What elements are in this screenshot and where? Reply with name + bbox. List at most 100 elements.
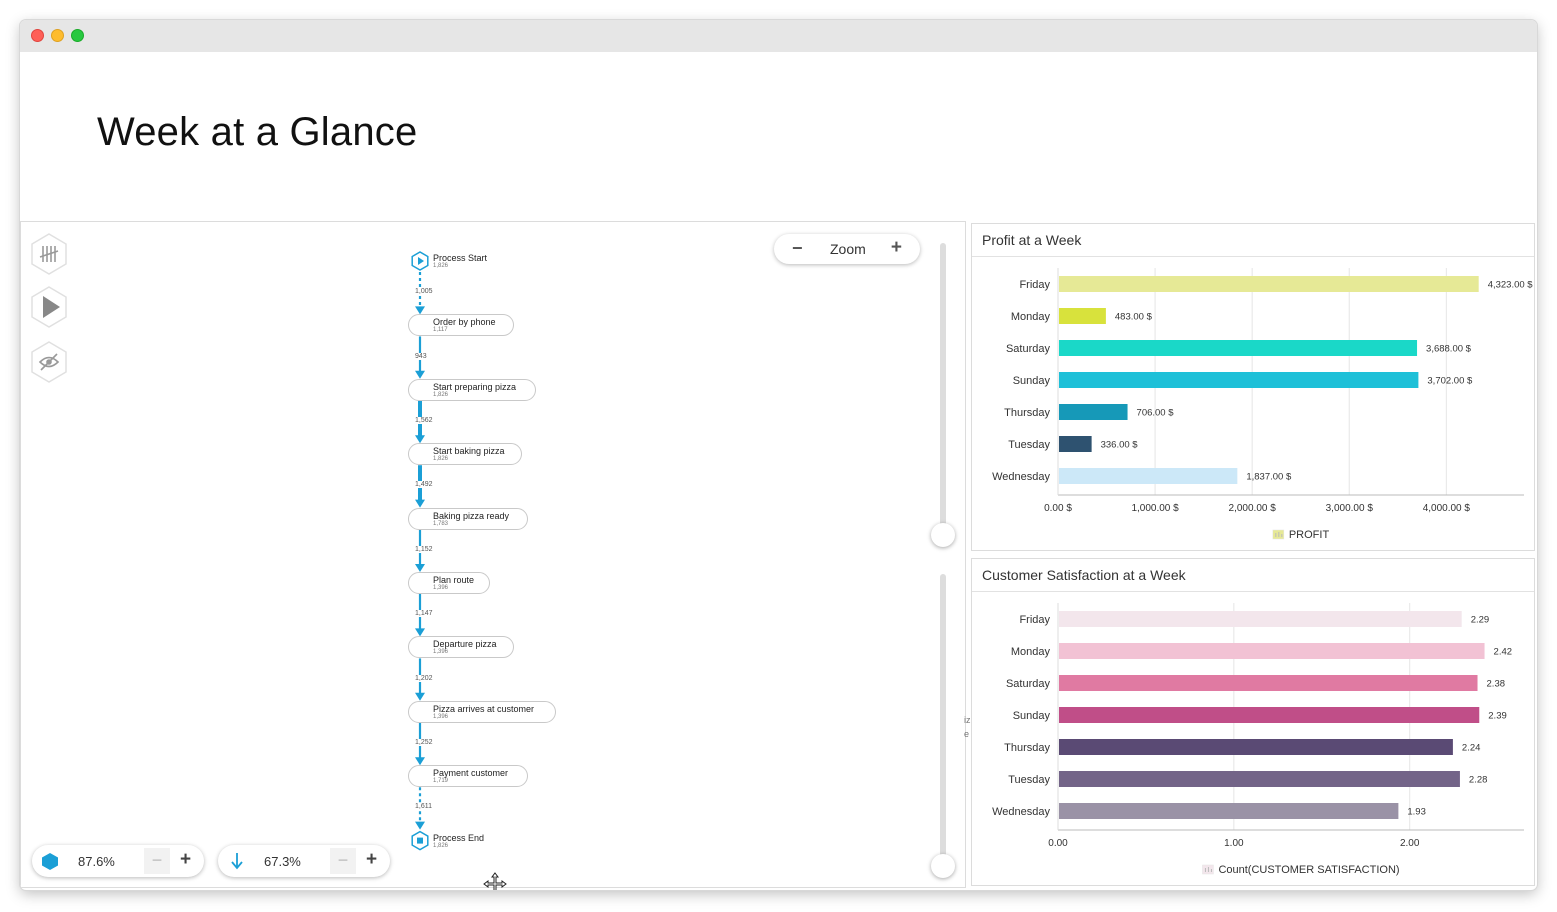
- x-tick-label: 1,000.00 $: [1131, 503, 1179, 514]
- legend-chart-icon: [1202, 864, 1214, 875]
- satisfaction-chart-panel: Customer Satisfaction at a Week 0.00 1.00…: [971, 558, 1535, 886]
- bar: [1059, 675, 1478, 691]
- profit-chart-panel: Profit at a Week 0.00 $ 1,000.00 $ 2,000.0…: [971, 223, 1535, 551]
- minimize-window-button[interactable]: [51, 29, 64, 42]
- process-node-count: 1,719: [433, 778, 449, 785]
- x-tick-label: 0.00 $: [1044, 503, 1072, 514]
- process-node[interactable]: [408, 378, 536, 401]
- process-edge-arrow: [415, 564, 425, 572]
- activities-percentage-control: 87.6% − +: [32, 845, 204, 877]
- category-label: Saturday: [1006, 678, 1051, 690]
- zoom-control: − Zoom +: [774, 234, 920, 264]
- process-edge-arrow: [415, 370, 425, 379]
- zoom-in-button[interactable]: +: [890, 237, 902, 258]
- process-node[interactable]: [408, 636, 514, 659]
- bar: [1059, 739, 1453, 755]
- paths-percentage-control: 67.3% − +: [218, 845, 390, 877]
- satisfaction-bar-chart: 0.00 1.00 2.00 Friday 2.29 Monday 2.42 Saturday…: [992, 603, 1524, 876]
- activities-percentage-value: 87.6%: [78, 854, 115, 869]
- x-tick-label: 2.00: [1400, 838, 1420, 849]
- category-label: Friday: [1019, 279, 1050, 291]
- process-node[interactable]: [408, 765, 528, 788]
- data-label: 2.39: [1488, 711, 1507, 722]
- profit-bar-chart: 0.00 $ 1,000.00 $ 2,000.00 $ 3,000.00 $ 4,00…: [992, 268, 1534, 541]
- process-edge-arrow: [415, 628, 425, 637]
- eye-slash-icon[interactable]: [29, 340, 69, 384]
- tally-icon[interactable]: [29, 232, 69, 276]
- category-label: Sunday: [1013, 375, 1051, 387]
- bar: [1059, 611, 1462, 627]
- legend-chart-icon: [1272, 529, 1285, 540]
- data-label: 2.38: [1487, 679, 1506, 690]
- process-node-label: Process Start: [433, 253, 488, 263]
- process-node[interactable]: [408, 507, 528, 530]
- category-label: Tuesday: [1008, 774, 1050, 786]
- profit-chart-title: Profit at a Week: [972, 224, 1534, 257]
- process-node-label: Pizza arrives at customer: [433, 703, 535, 714]
- process-node-count: 1,826: [433, 391, 449, 398]
- arrow-down-icon: [231, 853, 243, 870]
- process-node-label: Start baking pizza: [433, 446, 505, 457]
- category-label: Wednesday: [992, 471, 1050, 483]
- category-label: Wednesday: [992, 806, 1050, 818]
- process-node[interactable]: [408, 700, 556, 723]
- zoom-out-button[interactable]: −: [792, 238, 803, 258]
- process-edge-arrow: [415, 306, 425, 315]
- category-label: Thursday: [1004, 407, 1050, 419]
- process-edge-label: 1,202: [415, 674, 433, 682]
- process-node-count: 1,783: [433, 520, 449, 527]
- close-window-button[interactable]: [31, 29, 44, 42]
- paths-decrease-button[interactable]: −: [330, 848, 356, 874]
- process-node[interactable]: [408, 572, 490, 594]
- category-label: Tuesday: [1008, 439, 1050, 451]
- bar: [1059, 707, 1480, 723]
- process-node-label: Order by phone: [433, 317, 496, 328]
- process-edge-label: 943: [415, 352, 427, 360]
- category-label: Monday: [1011, 311, 1051, 323]
- activities-slider-track[interactable]: [940, 243, 946, 543]
- bar: [1059, 771, 1460, 787]
- process-edge-arrow: [415, 821, 425, 830]
- activities-slider-handle[interactable]: [931, 523, 955, 547]
- data-label: 483.00 $: [1115, 312, 1153, 323]
- process-edge-label: 1,005: [415, 288, 433, 296]
- process-node-label: Process End: [433, 832, 485, 843]
- data-label: 4,323.00 $: [1488, 280, 1534, 291]
- process-node-label: Baking pizza ready: [433, 510, 510, 521]
- maximize-window-button[interactable]: [71, 29, 84, 42]
- x-tick-label: 4,000.00 $: [1423, 503, 1471, 514]
- activities-decrease-button[interactable]: −: [144, 848, 170, 874]
- title-bar: [20, 20, 1537, 52]
- paths-slider-handle[interactable]: [931, 854, 955, 878]
- bar: [1059, 276, 1479, 292]
- data-label: 2.24: [1462, 743, 1481, 754]
- process-edge-arrow: [415, 757, 425, 766]
- data-label: 1,837.00 $: [1246, 472, 1292, 483]
- bar: [1059, 340, 1418, 356]
- bar: [1059, 436, 1092, 452]
- data-label: 2.28: [1469, 775, 1488, 786]
- play-icon: [418, 257, 424, 265]
- process-edge-label: 1,252: [415, 739, 433, 746]
- process-edge-arrow: [415, 499, 425, 508]
- x-tick-label: 0.00: [1048, 838, 1068, 849]
- process-node[interactable]: [408, 314, 514, 337]
- satisfaction-chart-title: Customer Satisfaction at a Week: [972, 559, 1534, 592]
- x-tick-label: 1.00: [1224, 838, 1244, 849]
- paths-increase-button[interactable]: +: [366, 849, 378, 870]
- process-node[interactable]: [408, 443, 522, 466]
- legend-label: Count(CUSTOMER SATISFACTION): [1218, 864, 1399, 876]
- data-label: 1.93: [1407, 807, 1426, 818]
- process-edge-arrow: [415, 435, 425, 444]
- move-cursor-icon: [483, 872, 507, 890]
- activities-increase-button[interactable]: +: [180, 849, 192, 870]
- page-title: Week at a Glance: [97, 110, 418, 154]
- paths-slider-track[interactable]: [940, 574, 946, 864]
- stop-icon: [417, 837, 423, 844]
- play-icon[interactable]: [29, 285, 69, 329]
- data-label: 2.29: [1471, 615, 1490, 626]
- process-edge-arrow: [415, 692, 425, 701]
- browser-window: Week at a Glance: [20, 20, 1537, 890]
- data-label: 3,688.00 $: [1426, 344, 1472, 355]
- process-map-panel[interactable]: − Zoom + 1,005 943 1,562 1,492 1,152 1,147 1,2…: [20, 221, 966, 890]
